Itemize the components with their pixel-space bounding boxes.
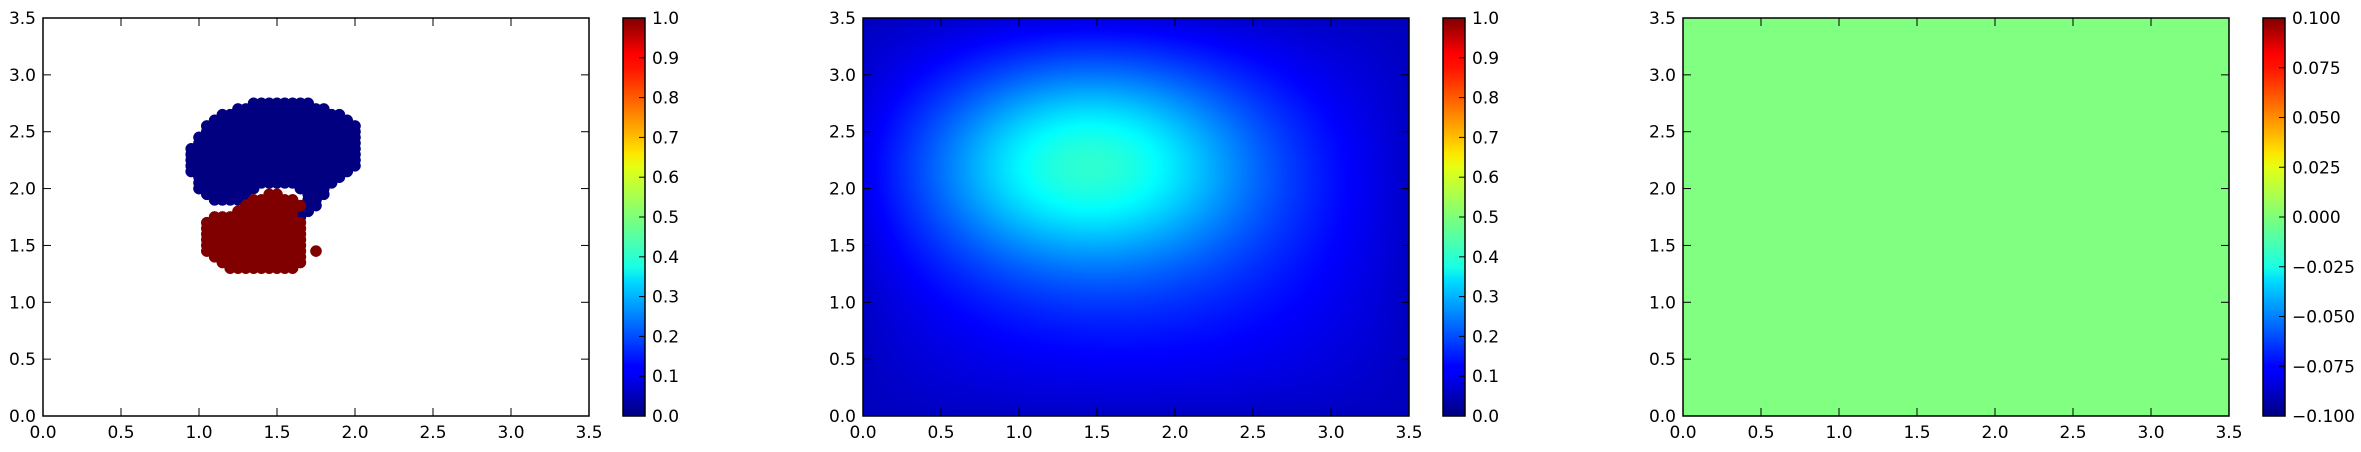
- x-tick-label: 0.5: [107, 423, 134, 443]
- y-tick-label: 3.0: [9, 66, 36, 86]
- colorbar-tick-label: 0.1: [652, 367, 679, 387]
- y-tick-label: 1.0: [9, 293, 36, 313]
- colorbar-tick-label: 0.5: [652, 208, 679, 228]
- x-tick-label: 3.5: [1395, 423, 1422, 443]
- x-tick-label: 0.5: [1747, 423, 1774, 443]
- y-tick-label: 1.0: [829, 293, 856, 313]
- y-tick-label: 1.5: [829, 236, 856, 256]
- colorbar-tick-label: 0.6: [1472, 168, 1499, 188]
- colorbar-tick-label: 0.100: [2292, 9, 2341, 29]
- colorbar-tick-label: 0.8: [652, 89, 679, 109]
- y-tick-label: 2.0: [829, 180, 856, 200]
- colorbar-tick-label: 0.000: [2292, 208, 2341, 228]
- x-tick-label: 1.0: [185, 423, 212, 443]
- x-tick-label: 1.0: [1005, 423, 1032, 443]
- y-tick-label: 0.0: [1649, 407, 1676, 427]
- colorbar-tick-label: −0.075: [2292, 357, 2355, 377]
- colorbar-tick-label: 0.4: [652, 248, 679, 268]
- y-tick-label: 2.0: [1649, 180, 1676, 200]
- y-tick-label: 1.5: [9, 236, 36, 256]
- colorbar-tick-label: 0.4: [1472, 248, 1499, 268]
- colorbar-tick-label: 0.9: [652, 49, 679, 69]
- colorbar-tick-label: 0.8: [1472, 89, 1499, 109]
- x-tick-label: 3.0: [497, 423, 524, 443]
- y-tick-label: 0.5: [829, 350, 856, 370]
- plot-frame: [862, 17, 1410, 417]
- y-tick-label: 2.5: [829, 123, 856, 143]
- colorbar-tick-label: −0.025: [2292, 258, 2355, 278]
- y-tick-label: 2.5: [1649, 123, 1676, 143]
- y-tick-label: 3.0: [829, 66, 856, 86]
- x-tick-label: 1.5: [1903, 423, 1930, 443]
- x-tick-label: 1.5: [263, 423, 290, 443]
- x-tick-label: 2.0: [1981, 423, 2008, 443]
- colorbar-tick-label: 0.075: [2292, 59, 2341, 79]
- panel-heatmap-field: 0.0 0.5 1.0 1.5 2.0 2.5 3.0 3.5 0.0 0.5 1.0 1.5 2.0 2…: [829, 9, 1499, 443]
- colorbar-tick-label: 0.5: [1472, 208, 1499, 228]
- scatter-point-high: [310, 245, 322, 257]
- colorbar-tick-label: 0.0: [652, 407, 679, 427]
- y-tick-label: 3.5: [829, 9, 856, 29]
- y-tick-label: 3.5: [1649, 9, 1676, 29]
- x-tick-label: 3.5: [575, 423, 602, 443]
- colorbar-tick-label: 0.0: [1472, 407, 1499, 427]
- y-tick-label: 3.5: [9, 9, 36, 29]
- colorbar-tick-label: 0.7: [652, 128, 679, 148]
- x-tick-label: 1.5: [1083, 423, 1110, 443]
- colorbar-tick-label: 1.0: [1472, 9, 1499, 29]
- y-tick-label: 0.0: [829, 407, 856, 427]
- colorbar: 0.0 0.1 0.2 0.3 0.4 0.5 0.6 0.7 0.8 0.9 1.0: [622, 9, 679, 427]
- colorbar-tick-label: 0.6: [652, 168, 679, 188]
- x-tick-label: 0.0: [849, 423, 876, 443]
- y-tick-label: 0.5: [9, 350, 36, 370]
- colorbar-tick-label: 0.025: [2292, 158, 2341, 178]
- scatter-point-high: [286, 262, 299, 275]
- panel-scatter: 0.0 0.5 1.0 1.5 2.0 2.5 3.0 3.5 0.0 0.5 1.0 1.5 2.0 2…: [9, 9, 679, 443]
- colorbar-tick-label: 0.2: [1472, 327, 1499, 347]
- panel-heatmap-constant: 0.0 0.5 1.0 1.5 2.0 2.5 3.0 3.5 0.0 0.5 1.0 1.5 2.0 2…: [1649, 9, 2355, 443]
- colorbar-tick-label: 0.2: [652, 327, 679, 347]
- y-tick-label: 3.0: [1649, 66, 1676, 86]
- x-tick-label: 0.5: [927, 423, 954, 443]
- plot-frame: [1682, 17, 2230, 417]
- heatmap-image: [863, 18, 1409, 416]
- y-tick-label: 2.5: [9, 123, 36, 143]
- colorbar-tick-label: 0.050: [2292, 109, 2341, 129]
- colorbar: −0.100 −0.075 −0.050 −0.025 0.000 0.025 0.050 0…: [2262, 9, 2355, 427]
- y-tick-label: 0.5: [1649, 350, 1676, 370]
- colorbar-tick-label: 0.7: [1472, 128, 1499, 148]
- colorbar-tick-label: 0.9: [1472, 49, 1499, 69]
- y-tick-label: 0.0: [9, 407, 36, 427]
- x-tick-label: 2.0: [1161, 423, 1188, 443]
- colorbar-tick-label: 1.0: [652, 9, 679, 29]
- colorbar-tick-label: −0.100: [2292, 407, 2355, 427]
- y-tick-label: 1.5: [1649, 236, 1676, 256]
- colorbar-gradient: [623, 18, 645, 416]
- x-tick-label: 2.5: [1239, 423, 1266, 443]
- colorbar: 0.0 0.1 0.2 0.3 0.4 0.5 0.6 0.7 0.8 0.9 1.0: [1442, 9, 1499, 427]
- colorbar-tick-label: 0.3: [1472, 288, 1499, 308]
- colorbar-tick-label: 0.1: [1472, 367, 1499, 387]
- y-tick-label: 2.0: [9, 180, 36, 200]
- x-tick-label: 2.5: [419, 423, 446, 443]
- x-tick-label: 2.0: [341, 423, 368, 443]
- colorbar-gradient: [1443, 18, 1465, 416]
- x-tick-label: 3.0: [2137, 423, 2164, 443]
- x-tick-label: 0.0: [29, 423, 56, 443]
- y-tick-label: 1.0: [1649, 293, 1676, 313]
- x-tick-label: 3.5: [2215, 423, 2242, 443]
- heatmap-constant-fill: [1683, 18, 2229, 416]
- colorbar-tick-label: −0.050: [2292, 308, 2355, 328]
- x-tick-label: 1.0: [1825, 423, 1852, 443]
- x-tick-label: 0.0: [1669, 423, 1696, 443]
- x-tick-label: 2.5: [2059, 423, 2086, 443]
- plot-frame: [42, 17, 590, 417]
- colorbar-tick-label: 0.3: [652, 288, 679, 308]
- x-tick-label: 3.0: [1317, 423, 1344, 443]
